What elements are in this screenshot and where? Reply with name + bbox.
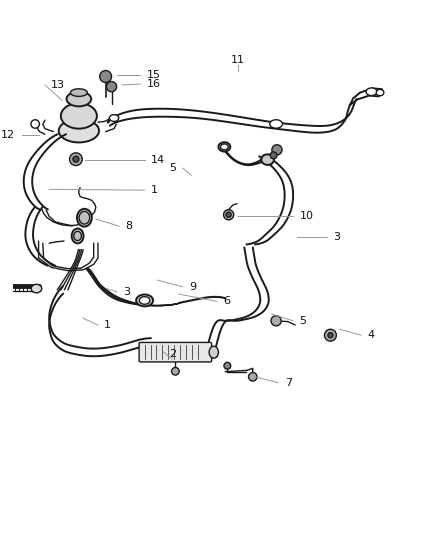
Text: 12: 12 [1, 130, 15, 140]
Circle shape [100, 70, 112, 83]
Circle shape [226, 212, 231, 217]
Text: 15: 15 [147, 70, 161, 80]
Circle shape [172, 367, 179, 375]
Text: 14: 14 [151, 155, 165, 165]
Circle shape [325, 329, 336, 341]
Ellipse shape [74, 231, 81, 240]
Text: 1: 1 [104, 320, 111, 330]
Ellipse shape [136, 295, 153, 306]
Ellipse shape [79, 212, 90, 224]
Circle shape [270, 152, 277, 159]
Text: 8: 8 [126, 221, 133, 231]
FancyBboxPatch shape [139, 342, 212, 362]
Ellipse shape [67, 92, 91, 107]
Text: 3: 3 [333, 232, 340, 242]
Ellipse shape [59, 119, 99, 142]
Text: 6: 6 [223, 296, 230, 306]
Text: 5: 5 [300, 316, 307, 326]
Ellipse shape [221, 144, 228, 150]
Text: 2: 2 [169, 349, 176, 359]
Text: 13: 13 [51, 80, 65, 90]
Ellipse shape [72, 229, 84, 244]
Ellipse shape [219, 142, 230, 151]
Circle shape [328, 333, 333, 338]
Ellipse shape [31, 284, 42, 293]
Text: 1: 1 [151, 185, 158, 195]
Circle shape [73, 156, 79, 162]
Text: 3: 3 [124, 287, 131, 297]
Text: 5: 5 [170, 163, 177, 173]
Text: 9: 9 [189, 282, 196, 292]
Ellipse shape [110, 115, 119, 122]
Ellipse shape [376, 90, 384, 96]
Ellipse shape [366, 88, 377, 95]
Circle shape [223, 209, 234, 220]
Circle shape [106, 82, 117, 92]
Circle shape [272, 145, 282, 155]
Circle shape [70, 153, 82, 166]
Ellipse shape [209, 346, 219, 358]
Text: 10: 10 [300, 212, 314, 221]
Text: 16: 16 [147, 79, 161, 89]
Ellipse shape [139, 297, 150, 304]
Ellipse shape [61, 103, 97, 128]
Ellipse shape [71, 89, 87, 96]
Circle shape [271, 316, 281, 326]
Circle shape [31, 120, 39, 128]
Ellipse shape [270, 120, 283, 128]
Text: 11: 11 [231, 55, 245, 65]
Text: 7: 7 [285, 378, 292, 387]
Ellipse shape [261, 155, 274, 165]
Circle shape [248, 373, 257, 381]
Text: 4: 4 [367, 330, 374, 340]
Circle shape [224, 362, 231, 369]
Ellipse shape [77, 209, 92, 227]
